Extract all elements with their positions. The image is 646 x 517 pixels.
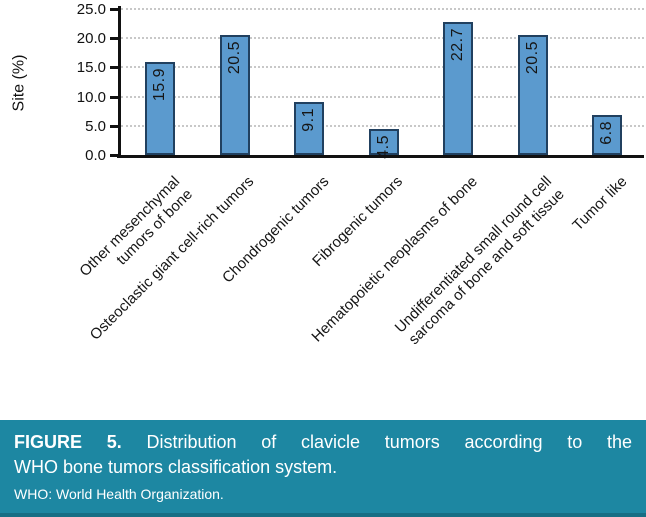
category-label-1: Other mesenchymal tumors of bone xyxy=(76,173,196,280)
caption-line-2: WHO bone tumors classification system. xyxy=(14,457,338,477)
caption-text: FIGURE 5. Distribution of clavicle tumor… xyxy=(14,430,632,480)
bar-5: 22.7 xyxy=(443,22,473,155)
category-label-6: Undifferentiated small round cell sarcom… xyxy=(392,173,569,349)
y-tick-label-0.0: 0.0 xyxy=(85,147,106,164)
gridline-10.0 xyxy=(121,95,644,98)
bar-value-label-1: 15.9 xyxy=(151,68,168,102)
figure-number-label: FIGURE 5. xyxy=(14,432,122,452)
y-axis-tick-10.0 xyxy=(110,95,119,99)
y-tick-label-25.0: 25.0 xyxy=(76,1,106,18)
bar-value-label-5: 22.7 xyxy=(449,28,466,62)
caption-footnote: WHO: World Health Organization. xyxy=(14,486,224,502)
caption-line-1: FIGURE 5. Distribution of clavicle tumor… xyxy=(14,430,632,455)
bar-1: 15.9 xyxy=(145,62,175,155)
y-axis-tick-25.0 xyxy=(110,8,119,11)
bar-value-label-2: 20.5 xyxy=(225,41,243,75)
y-axis-tick-15.0 xyxy=(110,66,119,70)
bar-6: 20.5 xyxy=(517,35,548,155)
bar-4: 4.5 xyxy=(368,128,399,158)
gridline-25.0 xyxy=(121,8,644,10)
y-tick-label-15.0: 15.0 xyxy=(76,59,106,77)
y-axis-tick-20.0 xyxy=(110,37,119,41)
y-axis-tick-0.0 xyxy=(110,154,119,157)
y-axis-title-wrap: Site (%) xyxy=(2,0,36,165)
bar-3: 9.1 xyxy=(294,101,324,155)
caption-line1-text: Distribution of clavicle tumors accordin… xyxy=(146,432,632,452)
gridline-15.0 xyxy=(121,66,644,69)
figure-caption: FIGURE 5. Distribution of clavicle tumor… xyxy=(0,420,646,517)
bar-value-label-3: 9.1 xyxy=(300,107,317,132)
bar-chart: Site (%) 0.0 5.0 10.0 15.0 20.0 25.0 15.9 Other… xyxy=(2,0,644,349)
y-axis-line xyxy=(118,6,121,158)
y-tick-label-20.0: 20.0 xyxy=(76,30,106,48)
bar-value-label-7: 6.8 xyxy=(598,121,615,146)
bar-7: 6.8 xyxy=(592,115,622,155)
category-label-7: Tumor like xyxy=(568,173,631,235)
gridline-20.0 xyxy=(121,37,644,40)
bar-2: 20.5 xyxy=(219,35,250,155)
y-tick-label-10.0: 10.0 xyxy=(76,88,106,106)
y-tick-label-5.0: 5.0 xyxy=(85,117,106,135)
y-axis-tick-5.0 xyxy=(110,124,119,128)
bar-value-label-6: 20.5 xyxy=(523,41,541,75)
y-axis-title: Site (%) xyxy=(10,54,27,111)
gridline-5.0 xyxy=(121,124,644,127)
x-axis-line xyxy=(117,155,644,158)
